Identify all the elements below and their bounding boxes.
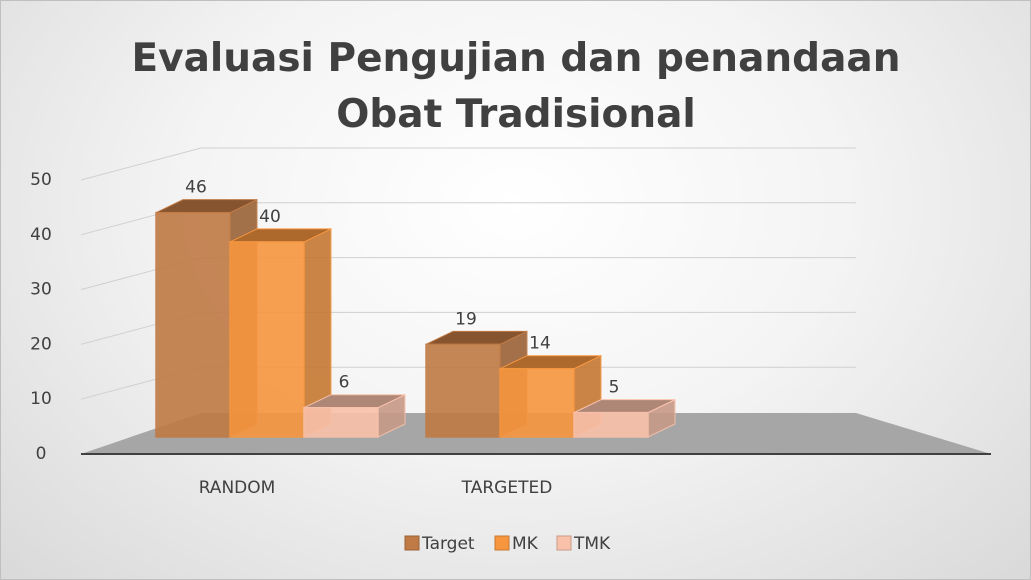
legend-label: TMK: [573, 534, 611, 554]
data-label: 6: [339, 373, 350, 393]
legend-swatch: [404, 535, 420, 551]
y-tick-label: 10: [30, 389, 52, 409]
bar-front: [155, 211, 231, 438]
data-label: 19: [455, 309, 477, 329]
data-label: 5: [609, 378, 620, 398]
y-tick-label: 50: [30, 170, 52, 190]
chart-title: Evaluasi Pengujian dan penandaan Obat Tr…: [131, 36, 901, 137]
legend-swatch: [556, 535, 572, 551]
bar-front: [425, 343, 501, 438]
bar-front: [303, 406, 379, 438]
bar: [573, 398, 676, 438]
y-tick-label: 20: [30, 334, 52, 354]
y-tick-label: 0: [36, 444, 47, 464]
grid-line: [80, 147, 856, 181]
legend-label: Target: [421, 534, 475, 554]
legend-label: MK: [512, 534, 539, 554]
bar: [303, 393, 406, 438]
y-tick-label: 30: [30, 280, 52, 300]
bar-front: [229, 241, 305, 438]
bar-front: [573, 411, 649, 438]
x-tick-label: RANDOM: [199, 478, 276, 498]
data-label: 40: [259, 207, 281, 227]
legend-swatch: [494, 535, 510, 551]
x-tick-label: TARGETED: [461, 478, 553, 498]
data-label: 46: [185, 178, 207, 198]
y-tick-label: 40: [30, 225, 52, 245]
data-label: 14: [529, 334, 551, 354]
bar-front: [499, 367, 575, 438]
